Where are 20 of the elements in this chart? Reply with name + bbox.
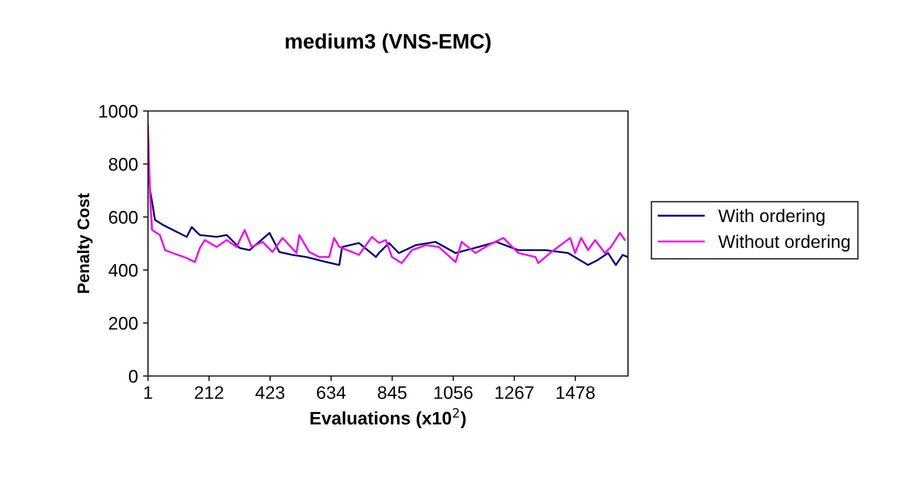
legend-label: Without ordering — [718, 234, 850, 252]
line-series — [148, 124, 626, 264]
y-axis-title: Penalty Cost — [77, 193, 93, 293]
legend-label: With ordering — [718, 208, 824, 226]
y-tick-label: 0 — [128, 370, 138, 383]
x-tick-label: 1056 — [434, 386, 473, 399]
y-tick-label: 800 — [108, 158, 138, 171]
y-tick-label: 400 — [108, 264, 138, 277]
y-tick-label: 1000 — [99, 104, 138, 118]
y-tick-label: 600 — [109, 210, 138, 224]
x-tick-label: 1478 — [556, 386, 595, 399]
x-tick-label: 634 — [317, 386, 346, 399]
x-tick-label: 1267 — [496, 386, 534, 399]
x-axis-title: Evaluations (x10$^{2}$) — [310, 408, 466, 428]
x-tick-label: 423 — [255, 386, 284, 399]
x-tick-label: 1 — [144, 386, 152, 399]
chart-title: medium3 (VNS-EMC) — [286, 33, 491, 53]
x-tick-label: 212 — [194, 386, 224, 399]
y-tick-label: 200 — [109, 316, 138, 330]
x-tick-label: 845 — [378, 386, 406, 399]
